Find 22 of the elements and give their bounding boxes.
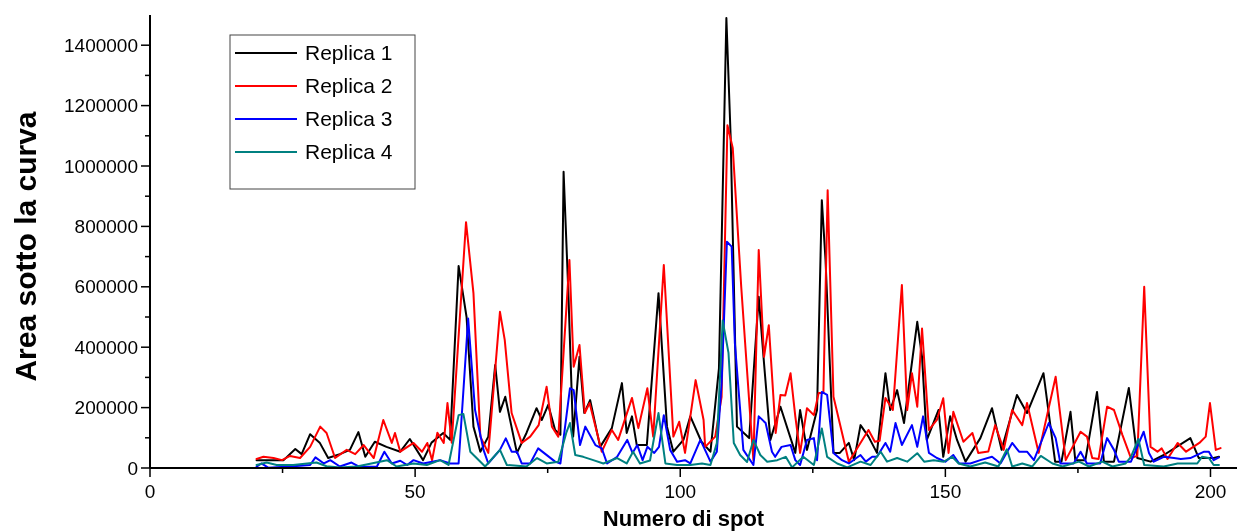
y-tick-label: 1000000 <box>64 155 138 177</box>
y-tick-label: 1200000 <box>64 95 138 117</box>
legend-label: Replica 1 <box>305 41 393 65</box>
x-tick-label: 50 <box>404 481 426 502</box>
x-tick-label: 150 <box>929 481 962 502</box>
legend-label: Replica 2 <box>305 74 393 98</box>
line-series <box>255 17 1220 463</box>
y-axis-title: Area sotto la curva <box>9 111 42 382</box>
x-tick-label: 200 <box>1194 481 1227 502</box>
line-series <box>255 240 1220 469</box>
line-series <box>255 319 1220 469</box>
y-tick-label: 800000 <box>74 216 138 238</box>
y-tick-label: 200000 <box>74 397 138 419</box>
x-axis-title: Numero di spot <box>602 506 765 531</box>
legend-label: Replica 4 <box>305 140 393 164</box>
legend-label: Replica 3 <box>305 107 393 131</box>
y-tick-label: 1400000 <box>64 34 138 56</box>
y-tick-label: 400000 <box>74 336 138 358</box>
x-tick-label: 0 <box>144 481 156 502</box>
x-tick-label: 100 <box>664 481 697 502</box>
y-tick-label: 0 <box>127 457 138 479</box>
y-tick-label: 600000 <box>74 276 138 298</box>
